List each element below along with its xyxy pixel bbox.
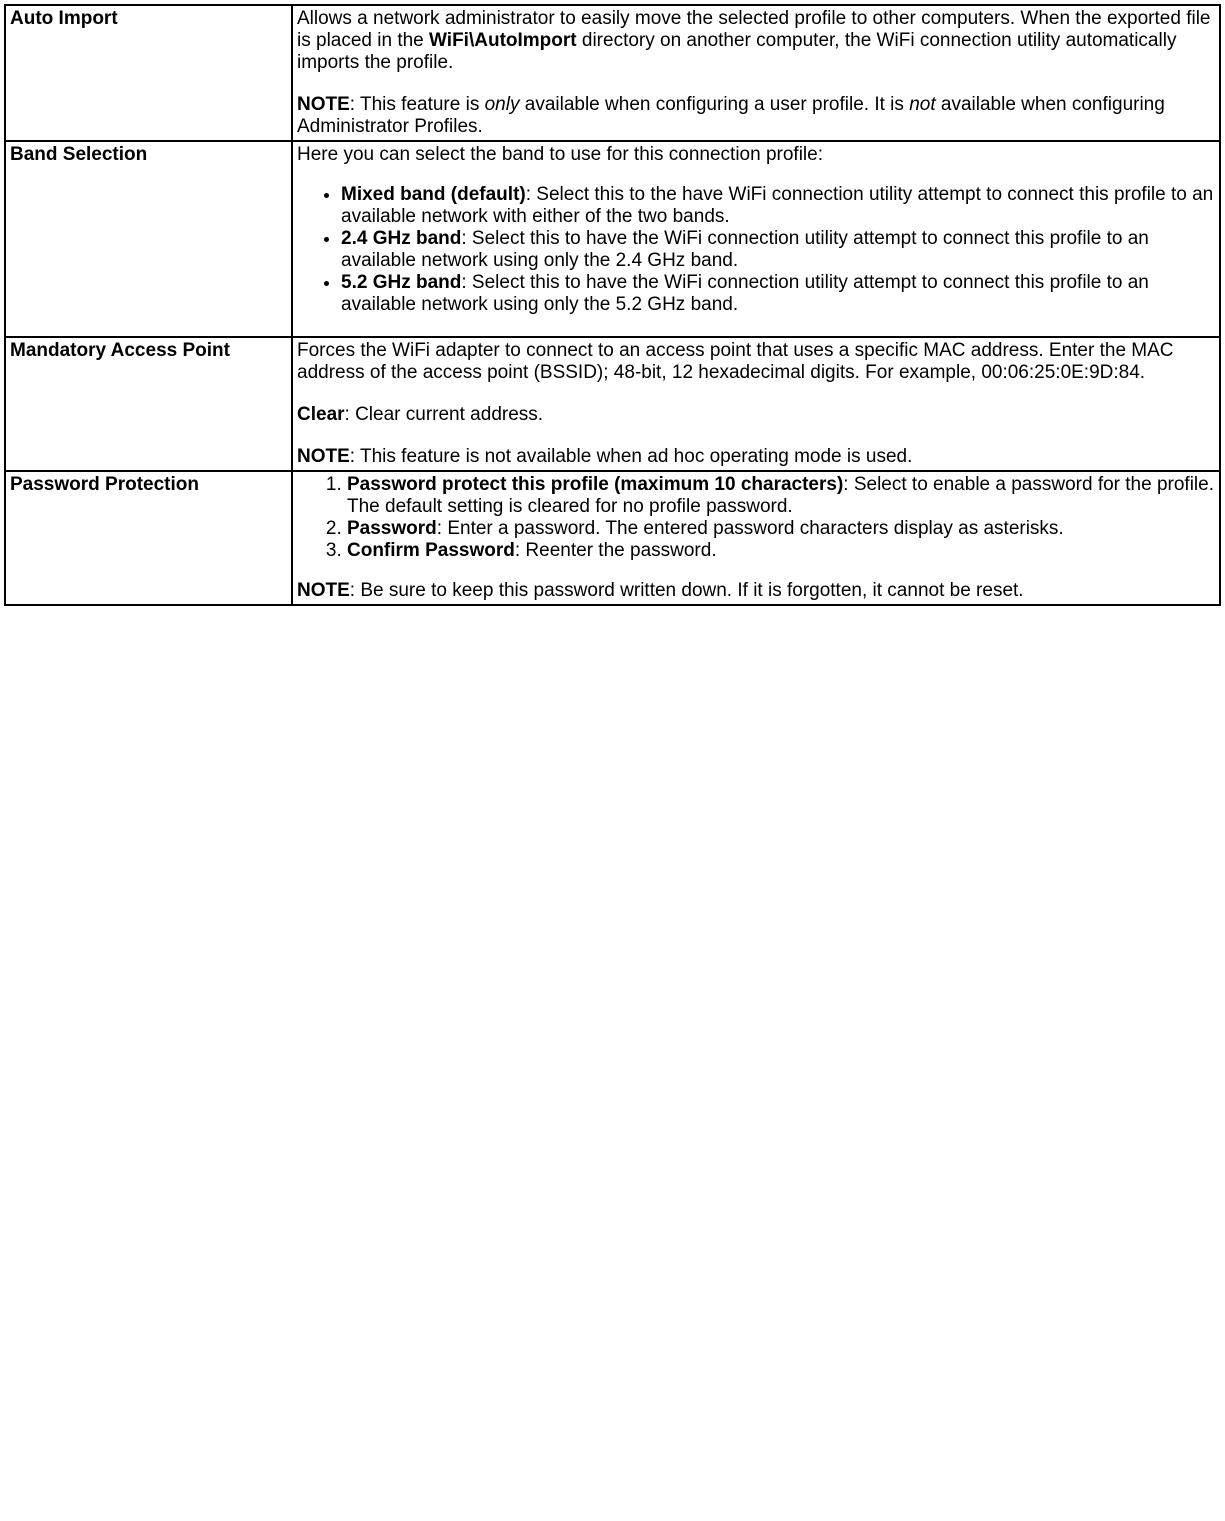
pw-password-label: Password <box>347 518 437 539</box>
text: : Select this to have the WiFi connectio… <box>341 272 1149 315</box>
pw-confirm-label: Confirm Password <box>347 540 515 561</box>
row-desc-password-protection: Password protect this profile (maximum 1… <box>292 471 1220 605</box>
mandatory-ap-note: NOTE: This feature is not available when… <box>297 446 1215 468</box>
band-intro: Here you can select the band to use for … <box>297 144 823 165</box>
table-row: Auto Import Allows a network administrat… <box>5 5 1220 141</box>
list-item: 5.2 GHz band: Select this to have the Wi… <box>341 272 1215 316</box>
wifi-autoimport-path: WiFi\AutoImport <box>429 30 577 51</box>
clear-label: Clear <box>297 404 345 425</box>
text: available when configuring a user profil… <box>519 94 909 115</box>
band-list: Mixed band (default): Select this to the… <box>297 184 1215 316</box>
list-item: Password: Enter a password. The entered … <box>347 518 1215 540</box>
emphasis-not: not <box>909 94 935 115</box>
mandatory-ap-clear: Clear: Clear current address. <box>297 404 1215 426</box>
emphasis-only: only <box>485 94 520 115</box>
table-row: Mandatory Access Point Forces the WiFi a… <box>5 337 1220 471</box>
text: : Enter a password. The entered password… <box>437 518 1064 539</box>
note-label: NOTE <box>297 580 350 601</box>
band-24-label: 2.4 GHz band <box>341 228 461 249</box>
password-note: NOTE: Be sure to keep this password writ… <box>297 580 1215 602</box>
note-label: NOTE <box>297 446 350 467</box>
text: : Be sure to keep this password written … <box>350 580 1024 601</box>
table-row: Band Selection Here you can select the b… <box>5 141 1220 337</box>
settings-table: Auto Import Allows a network administrat… <box>4 4 1221 606</box>
row-desc-auto-import: Allows a network administrator to easily… <box>292 5 1220 141</box>
band-52-label: 5.2 GHz band <box>341 272 461 293</box>
text: : This feature is <box>350 94 485 115</box>
band-mixed-label: Mixed band (default) <box>341 184 526 205</box>
list-item: Confirm Password: Reenter the password. <box>347 540 1215 562</box>
table-row: Password Protection Password protect thi… <box>5 471 1220 605</box>
row-label-auto-import: Auto Import <box>5 5 292 141</box>
pw-protect-label: Password protect this profile (maximum 1… <box>347 474 843 495</box>
row-label-mandatory-ap: Mandatory Access Point <box>5 337 292 471</box>
list-item: Mixed band (default): Select this to the… <box>341 184 1215 228</box>
auto-import-note: NOTE: This feature is only available whe… <box>297 94 1215 138</box>
list-item: Password protect this profile (maximum 1… <box>347 474 1215 518</box>
list-item: 2.4 GHz band: Select this to have the Wi… <box>341 228 1215 272</box>
row-desc-band-selection: Here you can select the band to use for … <box>292 141 1220 337</box>
password-list: Password protect this profile (maximum 1… <box>297 474 1215 562</box>
text: : This feature is not available when ad … <box>350 446 913 467</box>
note-label: NOTE <box>297 94 350 115</box>
auto-import-p1: Allows a network administrator to easily… <box>297 8 1215 74</box>
row-label-band-selection: Band Selection <box>5 141 292 337</box>
text: : Reenter the password. <box>515 540 717 561</box>
mandatory-ap-p1: Forces the WiFi adapter to connect to an… <box>297 340 1215 384</box>
row-desc-mandatory-ap: Forces the WiFi adapter to connect to an… <box>292 337 1220 471</box>
row-label-password-protection: Password Protection <box>5 471 292 605</box>
text: : Select this to have the WiFi connectio… <box>341 228 1149 271</box>
text: : Clear current address. <box>345 404 544 425</box>
